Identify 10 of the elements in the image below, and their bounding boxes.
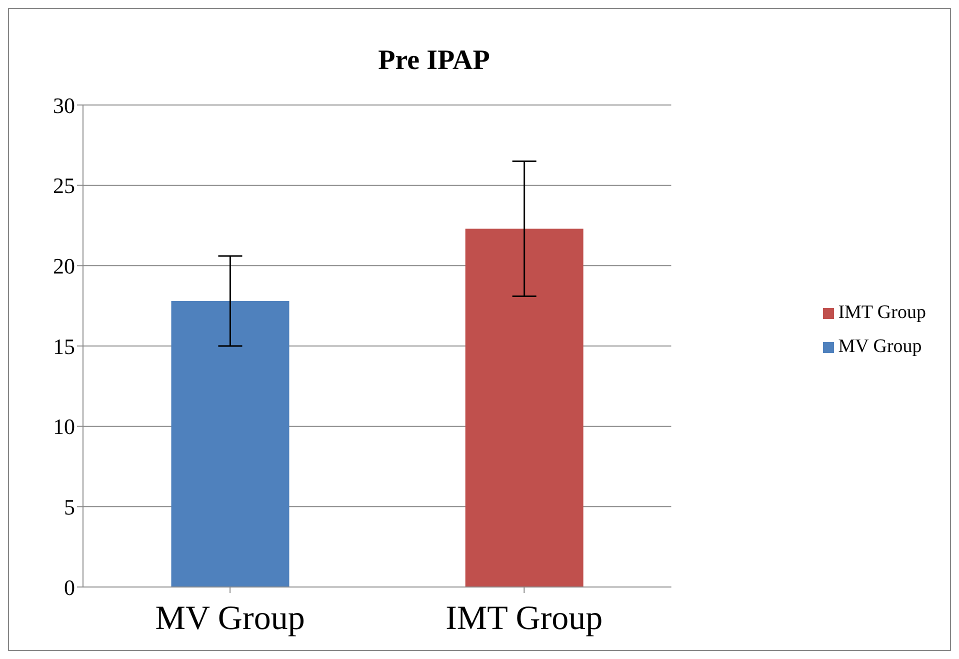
y-tick-label: 0 — [64, 574, 75, 600]
chart-title: Pre IPAP — [377, 45, 491, 77]
y-tick-label: 5 — [64, 494, 75, 520]
legend-label: IMT Group — [838, 302, 926, 322]
y-tick-label: 10 — [53, 414, 75, 440]
legend-label: MV Group — [838, 336, 922, 356]
y-tick-label: 30 — [53, 92, 75, 118]
y-tick-label: 15 — [53, 334, 75, 359]
y-tick-label: 25 — [53, 173, 75, 198]
y-tick-label: 20 — [53, 253, 75, 278]
